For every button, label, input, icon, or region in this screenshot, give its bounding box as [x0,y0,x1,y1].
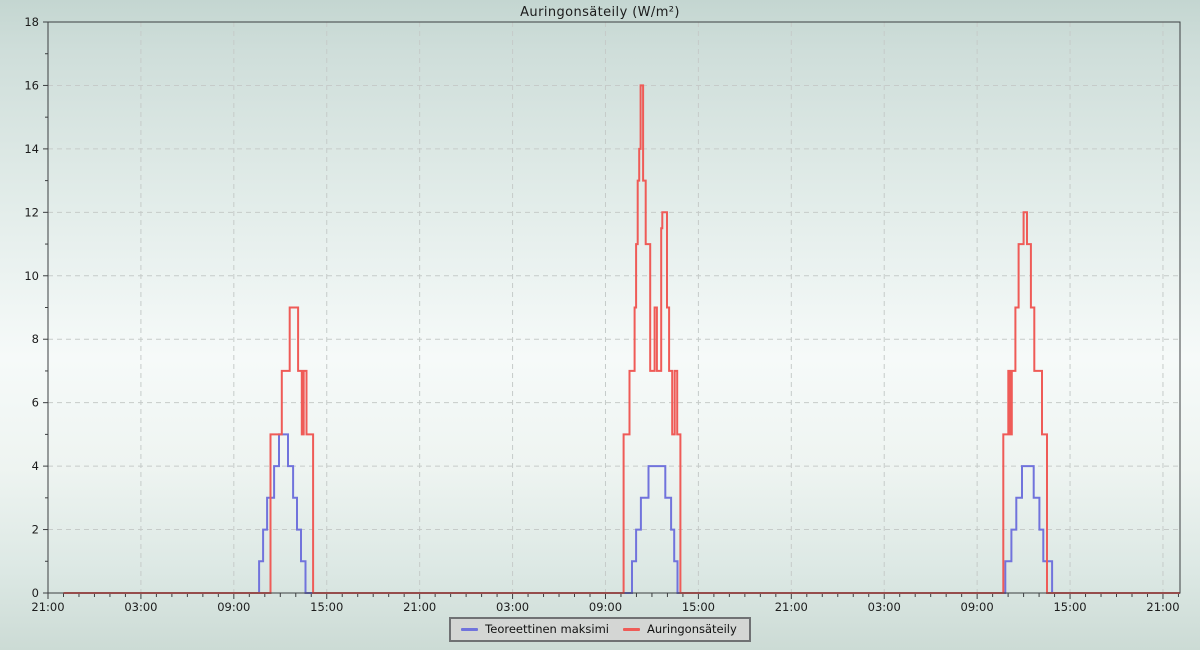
x-tick-label: 21:00 [775,600,808,614]
legend-item-auringonsateily[interactable]: Auringonsäteily [623,622,737,636]
x-tick-label: 03:00 [868,600,901,614]
x-tick-label: 15:00 [682,600,715,614]
legend-label: Auringonsäteily [647,622,737,636]
y-tick-label: 0 [32,586,39,600]
y-tick-label: 4 [32,459,39,473]
x-tick-label: 15:00 [310,600,343,614]
plot-frame [47,21,1181,594]
y-tick-label: 8 [32,332,39,346]
x-tick-label: 21:00 [403,600,436,614]
x-tick-label: 21:00 [31,600,64,614]
y-tick-label: 6 [32,396,39,410]
series-line-teoreettinen-maksimi [63,433,1180,594]
y-tick-label: 18 [24,15,39,29]
legend-item-teoreettinen-maksimi[interactable]: Teoreettinen maksimi [461,622,609,636]
x-tick-label: 03:00 [496,600,529,614]
x-tick-label: 21:00 [1146,600,1179,614]
x-tick-label: 09:00 [589,600,622,614]
x-tick-label: 15:00 [1053,600,1086,614]
x-tick-label: 09:00 [961,600,994,614]
y-tick-label: 16 [24,78,39,92]
gridlines [48,22,1180,593]
y-tick-label: 12 [24,205,39,219]
y-tick-label: 2 [32,523,39,537]
chart-legend: Teoreettinen maksimi Auringonsäteily [449,617,751,642]
y-tick-label: 10 [24,269,39,283]
x-tick-label: 09:00 [217,600,250,614]
x-tick-label: 03:00 [124,600,157,614]
legend-dash-red [623,627,640,631]
legend-label: Teoreettinen maksimi [485,622,609,636]
y-tick-label: 14 [24,142,39,156]
chart-title: Auringonsäteily (W/m²) [520,5,680,20]
axis-ticks [43,21,1179,599]
legend-dash-blue [461,627,479,631]
x-tick-labels: 21:00 03:00 09:00 15:00 21:00 03:00 09:00 15:00… [31,600,1179,614]
series-line-auringons-teily [63,84,1180,594]
y-tick-labels: 0 2 4 6 8 10 12 14 16 18 [24,15,39,600]
